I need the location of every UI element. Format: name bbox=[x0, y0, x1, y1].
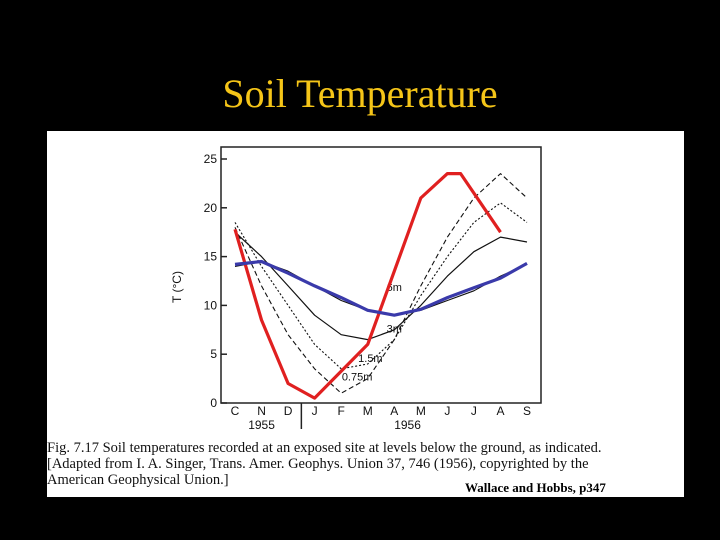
y-tick-label: 5 bbox=[210, 347, 217, 361]
y-tick-label: 10 bbox=[204, 298, 218, 312]
series-line bbox=[234, 259, 528, 317]
x-tick-label: M bbox=[416, 404, 426, 418]
x-tick-label: S bbox=[523, 404, 531, 418]
x-tick-label: J bbox=[312, 404, 318, 418]
series-label: 1.5m bbox=[358, 353, 382, 365]
soil-temperature-chart: 0 5 10 15 20 25 T (°C) C N D J F M A M J J A S 1955 1956 0.75… bbox=[170, 146, 542, 432]
series-label: 3m bbox=[387, 324, 402, 336]
caption-line-2: [Adapted from I. A. Singer, Trans. Amer.… bbox=[47, 456, 589, 472]
x-tick-label: A bbox=[496, 404, 504, 418]
x-tick-label: C bbox=[231, 404, 240, 418]
x-tick-label: J bbox=[444, 404, 450, 418]
x-tick-label: F bbox=[338, 404, 345, 418]
y-tick-label: 20 bbox=[204, 201, 218, 215]
series-label: 0.75m bbox=[342, 372, 373, 384]
x-tick-label: J bbox=[471, 404, 477, 418]
y-axis-label: T (°C) bbox=[170, 271, 184, 303]
credit-label: Wallace and Hobbs, p347 bbox=[465, 480, 606, 495]
caption-line-3: American Geophysical Union.] bbox=[47, 472, 229, 488]
x-tick-label: N bbox=[257, 404, 266, 418]
x-tick-label: A bbox=[390, 404, 398, 418]
series-line bbox=[234, 231, 528, 341]
plot-frame bbox=[220, 146, 542, 404]
figure-caption: Fig. 7.17 Soil temperatures recorded at … bbox=[47, 440, 677, 488]
year-label: 1956 bbox=[394, 418, 421, 432]
x-tick-label: D bbox=[284, 404, 293, 418]
year-label: 1955 bbox=[248, 418, 275, 432]
y-tick-label: 15 bbox=[204, 250, 218, 264]
y-tick-label: 0 bbox=[210, 396, 217, 410]
caption-line-1: Fig. 7.17 Soil temperatures recorded at … bbox=[47, 440, 602, 456]
figure-panel: 0 5 10 15 20 25 T (°C) C N D J F M A M J J A S 1955 1956 0.75… bbox=[47, 131, 684, 497]
series-line bbox=[233, 172, 502, 400]
slide-title: Soil Temperature bbox=[222, 71, 498, 116]
x-tick-label: M bbox=[363, 404, 373, 418]
y-tick-label: 25 bbox=[204, 152, 218, 166]
series-line bbox=[234, 202, 528, 370]
